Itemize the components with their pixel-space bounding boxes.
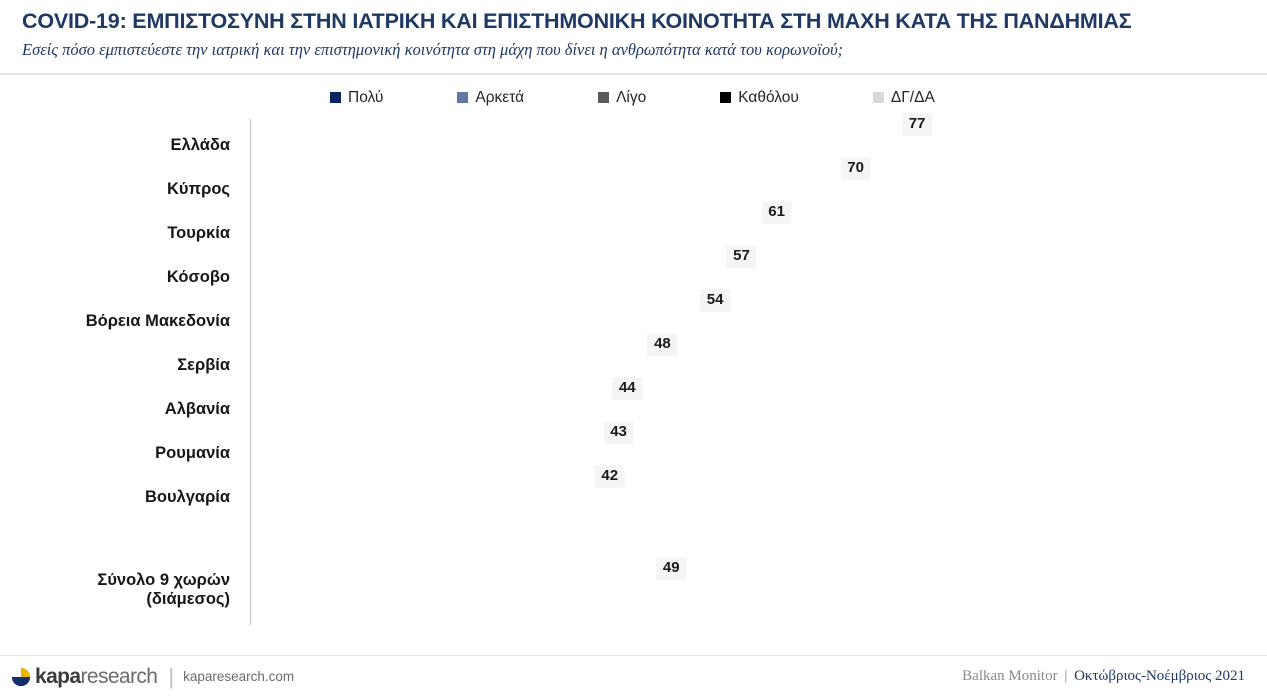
stacked-bar: 61 [241, 201, 1119, 253]
chart-row: Ρουμανία 43 [0, 421, 1267, 473]
row-category-label-line: Σύνολο 9 χωρών [97, 571, 230, 590]
row-category-label: Τουρκία [0, 224, 240, 242]
cumulative-callout: 44 [612, 377, 642, 400]
stacked-bar: 54 [241, 289, 1119, 341]
cumulative-callout: 49 [656, 557, 686, 580]
row-category-label-line: Κόσοβο [166, 268, 230, 287]
chart-row: Βουλγαρία 42 [0, 465, 1267, 517]
cumulative-callout: 77 [902, 113, 932, 136]
row-category-label-line: Ρουμανία [155, 444, 230, 463]
brand-block: kapa research | kaparesearch.com [10, 664, 294, 690]
stacked-bar: 49 [241, 557, 1119, 609]
cumulative-callout: 43 [604, 421, 633, 444]
chart-footer: kapa research | kaparesearch.com Balkan … [0, 655, 1267, 697]
stacked-bar: 77 [241, 113, 1119, 165]
cumulative-callout: 70 [841, 157, 870, 180]
row-category-label-line: (διάμεσος) [146, 589, 230, 608]
legend-swatch-icon [457, 92, 469, 104]
row-category-label: Βόρεια Μακεδονία [0, 312, 240, 330]
stacked-bar: 57 [241, 245, 1119, 297]
page-title: COVID-19: ΕΜΠΙΣΤΟΣΥΝΗ ΣΤΗΝ ΙΑΤΡΙΚΗ ΚΑΙ Ε… [22, 9, 1132, 33]
row-category-label: Βουλγαρία [0, 488, 240, 506]
header-divider [0, 72, 1267, 75]
legend-swatch-icon [720, 92, 732, 104]
legend-label: Αρκετά [475, 88, 525, 106]
chart-row: Ελλάδα 77 [0, 113, 1267, 165]
chart-plot-area: Ελλάδα 77 Κύπρος 70 Τουρκία 61 Κόσοβο 57 Βόρεια … [0, 113, 1267, 625]
legend-item-4[interactable]: ΔΓ/ΔΑ [872, 88, 935, 107]
brand-website: kaparesearch.com [183, 669, 295, 684]
row-category-label-line: Σερβία [177, 356, 230, 375]
legend-label: Καθόλου [738, 88, 799, 106]
legend-label: Πολύ [348, 88, 384, 106]
row-category-label-line: Κύπρος [166, 180, 230, 199]
row-category-label-line: Βουλγαρία [144, 488, 230, 507]
category-axis-line [250, 118, 251, 625]
chart-row: Κύπρος 70 [0, 157, 1267, 209]
cumulative-callout: 54 [700, 289, 730, 312]
legend-swatch-icon [598, 92, 610, 104]
chart-row: Κόσοβο 57 [0, 245, 1267, 297]
legend-swatch-icon [872, 92, 884, 104]
stacked-bar: 42 [241, 465, 1119, 517]
stacked-bar: 70 [241, 157, 1119, 209]
source-separator: | [1064, 668, 1068, 684]
legend-item-3[interactable]: Καθόλου [720, 89, 799, 107]
row-category-label: Σύνολο 9 χωρών (διάμεσος) [0, 571, 240, 608]
row-category-label: Σερβία [0, 356, 240, 374]
row-category-label-line: Ελλάδα [170, 136, 230, 155]
row-category-label-line: Τουρκία [167, 224, 230, 243]
chart-row: Αλβανία 44 [0, 377, 1267, 429]
row-category-label-line: Αλβανία [164, 400, 230, 419]
cumulative-callout: 61 [762, 201, 791, 224]
row-category-label: Ελλάδα [0, 136, 240, 154]
chart-row: Τουρκία 61 [0, 201, 1267, 253]
source-note: Balkan Monitor | Οκτώβριος-Νοέμβριος 202… [962, 668, 1245, 685]
legend-swatch-icon [330, 92, 341, 104]
row-category-label: Αλβανία [0, 400, 240, 418]
source-study-name: Balkan Monitor [962, 668, 1058, 684]
cumulative-callout: 48 [648, 333, 677, 356]
row-category-label: Ρουμανία [0, 444, 240, 462]
cumulative-callout: 57 [727, 245, 756, 268]
cumulative-callout: 42 [595, 465, 625, 488]
legend-label: ΔΓ/ΔΑ [890, 88, 935, 106]
chart-legend: Πολύ Αρκετά Λίγο Καθόλου ΔΓ/ΔΑ [0, 89, 1267, 107]
stacked-bar: 43 [241, 421, 1119, 473]
brand-separator: | [168, 663, 175, 689]
chart-row: Σερβία 48 [0, 333, 1267, 385]
chart-subtitle: Εσείς πόσο εμπιστεύεστε την ιατρική και … [22, 39, 844, 59]
kapa-logo-icon [10, 666, 32, 688]
row-category-label-line: Βόρεια Μακεδονία [85, 312, 230, 331]
source-period: Οκτώβριος-Νοέμβριος 2021 [1074, 668, 1245, 684]
stacked-bar: 48 [241, 333, 1119, 385]
chart-row: Σύνολο 9 χωρών (διάμεσος) 49 [0, 557, 1267, 609]
legend-label: Λίγο [616, 88, 647, 106]
chart-header: COVID-19: ΕΜΠΙΣΤΟΣΥΝΗ ΣΤΗΝ ΙΑΤΡΙΚΗ ΚΑΙ Ε… [0, 0, 1267, 75]
legend-item-1[interactable]: Αρκετά [457, 89, 524, 107]
legend-item-2[interactable]: Λίγο [598, 89, 646, 107]
brand-name-research: research [80, 664, 158, 688]
chart-row: Βόρεια Μακεδονία 54 [0, 289, 1267, 341]
brand-name-kapa: kapa [35, 664, 81, 688]
stacked-bar: 44 [241, 377, 1119, 429]
row-category-label: Κόσοβο [0, 268, 240, 286]
row-category-label: Κύπρος [0, 180, 240, 198]
legend-item-0[interactable]: Πολύ [330, 89, 383, 107]
